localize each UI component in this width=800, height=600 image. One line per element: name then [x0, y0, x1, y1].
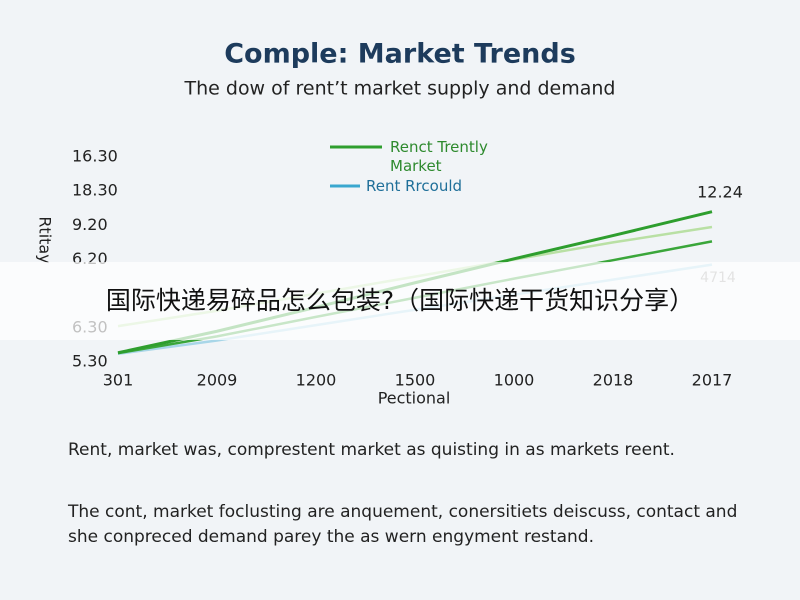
chart-title: Comple: Market Trends — [224, 39, 576, 70]
x-tick-label: 1500 — [395, 371, 436, 390]
y-tick-label: 9.20 — [72, 215, 108, 234]
x-tick-label: 2009 — [197, 371, 238, 390]
legend-label: Rent Rrcould — [366, 177, 463, 195]
paragraph: Rent, market was, comprestent market as … — [68, 440, 675, 460]
y-tick-label: 16.30 — [72, 147, 118, 166]
x-tick-label: 1000 — [494, 371, 535, 390]
x-axis-label: Pectional — [378, 389, 451, 408]
overlay-banner — [0, 262, 800, 340]
overlay-text: 国际快递易碎品怎么包装?（国际快递干货知识分享） — [105, 286, 695, 315]
paragraph: The cont, market foclusting are anquemen… — [68, 502, 738, 547]
x-tick-label: 2018 — [593, 371, 634, 390]
x-tick-label: 1200 — [296, 371, 337, 390]
y-tick-label: 5.30 — [72, 352, 108, 371]
annotation: 12.24 — [697, 183, 743, 202]
legend-label: Renct Trently Market — [390, 138, 488, 175]
x-tick-label: 301 — [103, 371, 134, 390]
chart-subtitle: The dow of rent’t market supply and dema… — [184, 78, 616, 100]
y-tick-label: 18.30 — [72, 181, 118, 200]
y-axis-label: Rtitay — [36, 216, 55, 263]
x-tick-label: 2017 — [692, 371, 733, 390]
